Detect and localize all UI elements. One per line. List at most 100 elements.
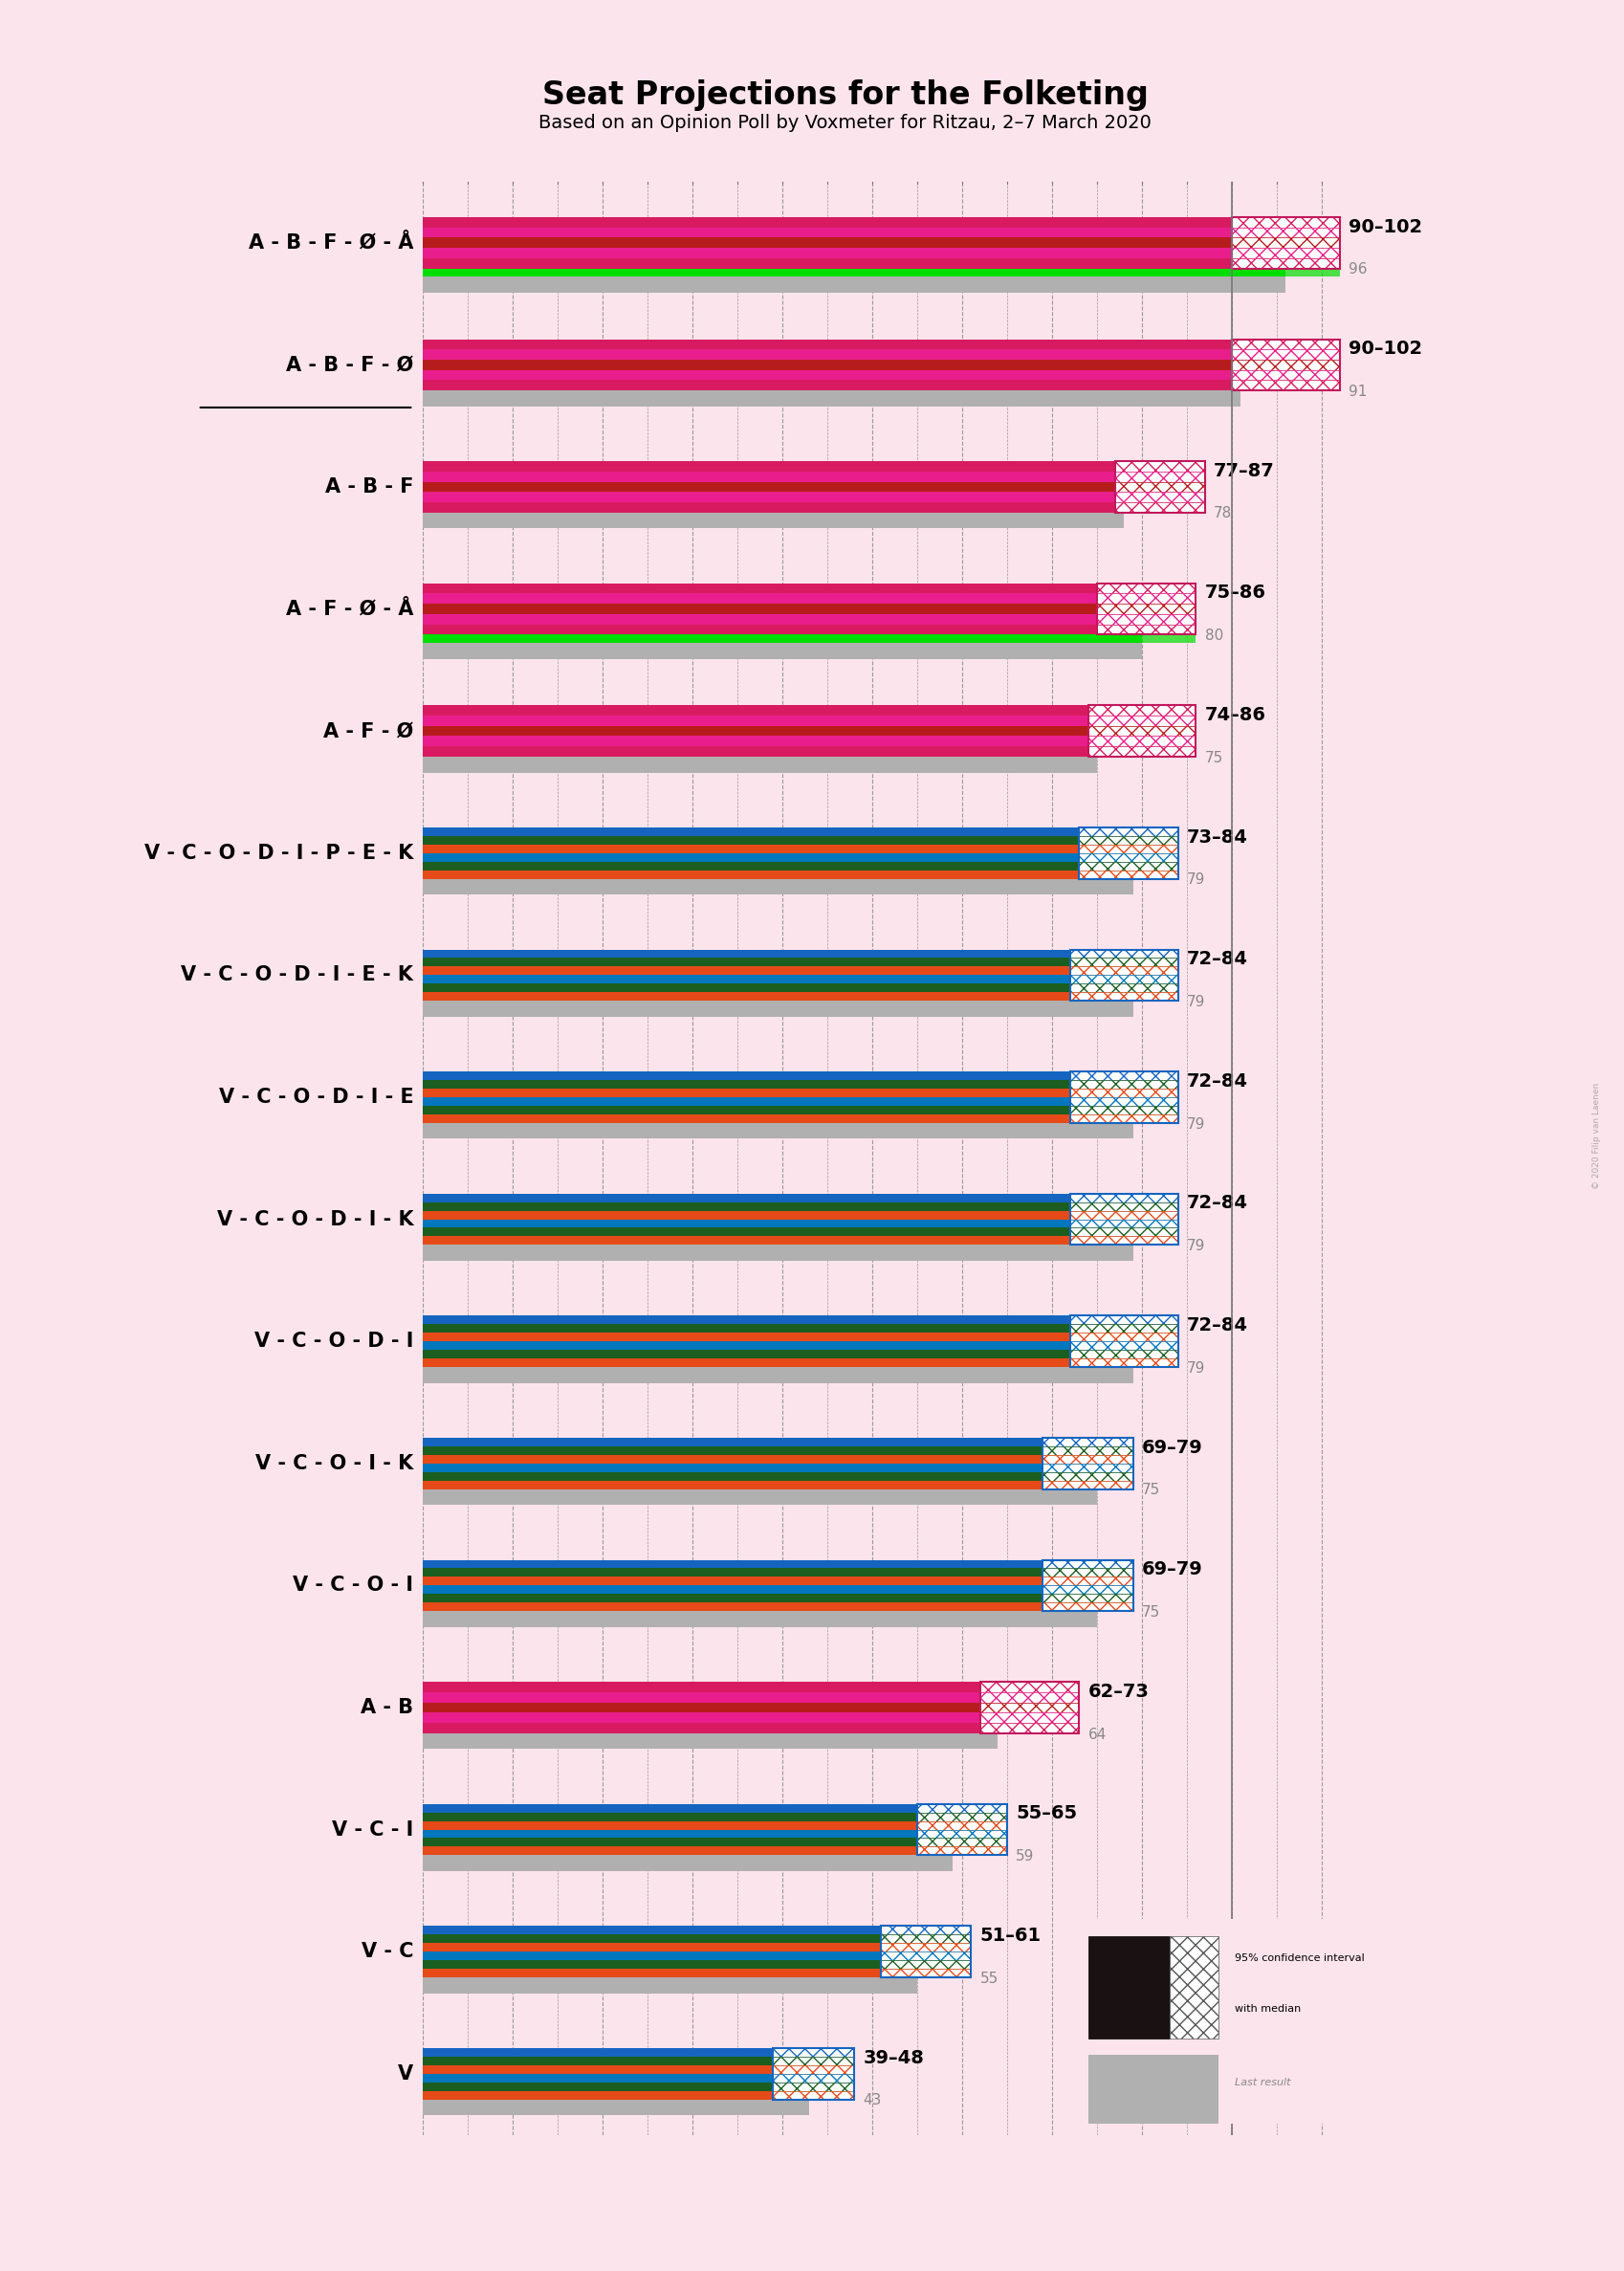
Bar — [422, 1210, 1069, 1220]
Bar — [422, 1333, 1069, 1342]
Bar — [422, 2092, 773, 2098]
Bar — [916, 1821, 1007, 1830]
Bar — [422, 1481, 1043, 1490]
Bar — [422, 967, 1069, 974]
Bar — [422, 625, 1096, 634]
Bar — [422, 1594, 1043, 1603]
Text: 80: 80 — [1203, 629, 1223, 643]
Bar — [1069, 974, 1177, 983]
Bar — [422, 1960, 880, 1969]
Bar — [1231, 370, 1338, 379]
Bar — [422, 1610, 1096, 1626]
Bar — [422, 218, 1231, 227]
Bar — [422, 1703, 979, 1712]
Text: 73–84: 73–84 — [1186, 829, 1247, 847]
Bar — [422, 2058, 773, 2064]
Bar — [979, 1724, 1078, 1733]
Bar — [880, 1969, 971, 1978]
Text: 79: 79 — [1186, 872, 1205, 888]
Text: 75: 75 — [1142, 1606, 1160, 1619]
Bar — [422, 1830, 916, 1837]
Bar — [422, 1969, 880, 1978]
Bar — [773, 2064, 854, 2073]
Text: V - C - O - D - I - E: V - C - O - D - I - E — [219, 1088, 412, 1106]
Text: V - C: V - C — [361, 1942, 412, 1962]
Bar — [1114, 481, 1203, 493]
Bar — [1231, 379, 1338, 391]
Bar — [422, 584, 1096, 593]
Bar — [422, 2073, 773, 2083]
Bar — [1069, 1315, 1177, 1324]
Text: 59: 59 — [1015, 1849, 1034, 1864]
Bar — [1069, 1349, 1177, 1358]
Bar — [1069, 1324, 1177, 1333]
Bar — [422, 879, 1132, 895]
Bar — [1231, 238, 1338, 248]
Bar — [422, 1122, 1132, 1138]
Bar — [422, 949, 1069, 958]
Bar — [422, 1683, 979, 1692]
Bar — [422, 1088, 1069, 1097]
Text: V: V — [398, 2064, 412, 2083]
Text: 96: 96 — [1348, 263, 1366, 277]
Bar — [422, 1935, 880, 1944]
Bar — [422, 634, 1142, 643]
Text: A - B - F: A - B - F — [325, 477, 412, 497]
Bar — [422, 756, 1096, 772]
Text: 79: 79 — [1186, 1117, 1205, 1131]
Bar — [1088, 747, 1195, 756]
Bar — [422, 1603, 1043, 1610]
Bar — [1088, 706, 1195, 715]
Bar — [1096, 584, 1195, 634]
Bar — [1069, 1358, 1177, 1367]
Text: 79: 79 — [1186, 995, 1205, 1008]
Text: 74–86: 74–86 — [1203, 706, 1265, 724]
Bar — [422, 391, 1241, 407]
Bar — [422, 854, 1078, 861]
Bar — [422, 706, 1088, 715]
Bar — [422, 268, 1285, 277]
Bar — [422, 604, 1096, 613]
Bar — [979, 1683, 1078, 1692]
Bar — [422, 836, 1078, 845]
Bar — [422, 502, 1114, 513]
Bar — [979, 1703, 1078, 1712]
Bar — [422, 1229, 1069, 1235]
Bar — [1096, 625, 1195, 634]
Bar — [1069, 1088, 1177, 1097]
Text: 55: 55 — [979, 1971, 997, 1985]
Bar — [1078, 836, 1177, 845]
Bar — [1043, 1576, 1132, 1585]
Bar — [422, 1569, 1043, 1576]
Bar — [773, 2092, 854, 2098]
Bar — [422, 1195, 1069, 1201]
Bar — [1069, 1220, 1177, 1229]
Bar — [1114, 502, 1203, 513]
Bar — [1043, 1438, 1132, 1447]
Bar — [880, 1960, 971, 1969]
Bar — [773, 2048, 854, 2058]
Bar — [422, 248, 1231, 259]
Bar — [422, 1367, 1132, 1383]
Text: A - B - F - Ø: A - B - F - Ø — [286, 354, 412, 375]
Bar — [422, 1002, 1132, 1017]
Bar — [1069, 1315, 1177, 1367]
Bar — [880, 1935, 971, 1944]
Text: 79: 79 — [1186, 1360, 1205, 1376]
Text: 43: 43 — [862, 2094, 882, 2107]
Bar — [422, 472, 1114, 481]
Bar — [1096, 604, 1195, 613]
Bar — [1096, 584, 1195, 593]
Bar — [1069, 1106, 1177, 1115]
Text: A - B - F - Ø - Å: A - B - F - Ø - Å — [248, 234, 412, 252]
Text: 72–84: 72–84 — [1186, 1317, 1247, 1335]
Text: 64: 64 — [1088, 1728, 1106, 1742]
Text: 72–84: 72–84 — [1186, 949, 1247, 967]
Bar — [1043, 1438, 1132, 1490]
Text: V - C - O - I - K: V - C - O - I - K — [255, 1453, 412, 1474]
Text: V - C - O - D - I - P - E - K: V - C - O - D - I - P - E - K — [145, 843, 412, 863]
Bar — [422, 370, 1231, 379]
Bar — [880, 1944, 971, 1951]
Bar — [422, 338, 1231, 350]
Bar — [1069, 983, 1177, 992]
